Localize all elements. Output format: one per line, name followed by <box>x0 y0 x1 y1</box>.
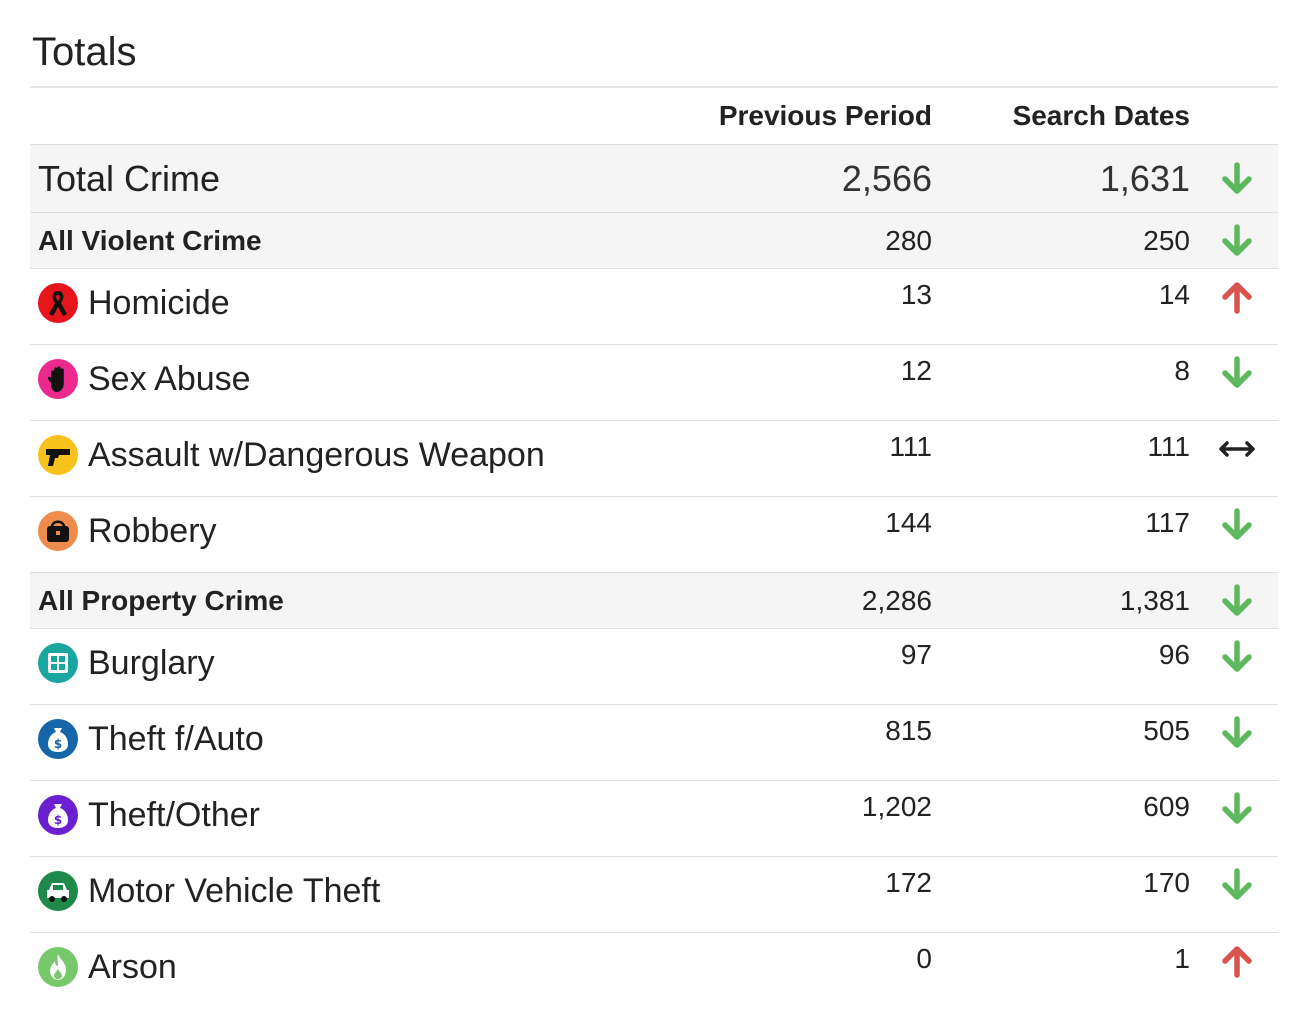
table-header: Previous Period Search Dates <box>30 88 1278 144</box>
previous-value: 280 <box>885 224 932 256</box>
svg-text:$: $ <box>54 813 62 827</box>
row-name: Homicide <box>88 283 230 322</box>
row-name: Theft/Other <box>88 795 260 834</box>
previous-value: 1,202 <box>861 791 932 822</box>
row-name: Motor Vehicle Theft <box>88 871 381 910</box>
crime-row-homicide: Homicide 13 14 <box>30 268 1278 344</box>
current-value: 170 <box>1143 867 1190 898</box>
row-name: All Property Crime <box>38 584 284 616</box>
trend-down-icon <box>1190 353 1278 393</box>
trend-down-icon <box>1190 221 1278 261</box>
previous-value: 111 <box>889 431 932 462</box>
trend-down-icon <box>1190 713 1278 753</box>
row-name: Robbery <box>88 511 217 550</box>
trend-up-icon <box>1190 277 1278 317</box>
trend-down-icon <box>1190 505 1278 545</box>
handbag-icon <box>38 511 78 551</box>
previous-value: 97 <box>900 639 932 670</box>
crime-row-motor-vehicle-theft: Motor Vehicle Theft 172 170 <box>30 856 1278 932</box>
previous-value: 12 <box>900 355 932 386</box>
current-value: 1,381 <box>1119 584 1190 616</box>
crime-row-arson: Arson 0 1 <box>30 932 1278 1012</box>
money-bag-icon: $ <box>38 719 78 759</box>
row-name-cell: Assault w/Dangerous Weapon <box>30 435 670 475</box>
total-crime-row: Total Crime 2,566 1,631 <box>30 144 1278 212</box>
previous-value: 172 <box>885 867 932 898</box>
current-value: 505 <box>1143 715 1190 746</box>
trend-same-icon <box>1190 429 1278 469</box>
house-icon <box>38 643 78 683</box>
current-value: 609 <box>1143 791 1190 822</box>
current-value: 14 <box>1158 279 1190 310</box>
row-name: Arson <box>88 947 177 986</box>
crime-row-theft-f-auto: $ Theft f/Auto 815 505 <box>30 704 1278 780</box>
row-name: Total Crime <box>38 157 221 199</box>
trend-down-icon <box>1190 159 1278 199</box>
trend-down-icon <box>1190 581 1278 621</box>
car-icon <box>38 871 78 911</box>
row-name-cell: Homicide <box>30 283 670 323</box>
flame-icon <box>38 947 78 987</box>
previous-value: 13 <box>900 279 932 310</box>
svg-text:$: $ <box>54 737 62 751</box>
row-name-cell: Motor Vehicle Theft <box>30 871 670 911</box>
header-previous-period: Previous Period <box>718 100 932 131</box>
previous-value: 2,286 <box>861 584 932 616</box>
crime-row-theft-other: $ Theft/Other 1,202 609 <box>30 780 1278 856</box>
crime-row-burglary: Burglary 97 96 <box>30 628 1278 704</box>
row-name: All Violent Crime <box>38 224 262 256</box>
current-value: 1 <box>1174 943 1190 974</box>
previous-value: 2,566 <box>841 157 932 199</box>
row-name: Assault w/Dangerous Weapon <box>88 435 545 474</box>
trend-up-icon <box>1190 941 1278 981</box>
current-value: 8 <box>1174 355 1190 386</box>
hand-icon <box>38 359 78 399</box>
crime-row-assault: Assault w/Dangerous Weapon 111 111 <box>30 420 1278 496</box>
totals-panel: Totals Previous Period Search Dates Tota… <box>30 0 1278 1012</box>
current-value: 117 <box>1145 507 1190 538</box>
panel-title: Totals <box>30 0 1278 88</box>
money-bag-icon: $ <box>38 795 78 835</box>
crime-row-sex-abuse: Sex Abuse 12 8 <box>30 344 1278 420</box>
row-name-cell: $ Theft/Other <box>30 795 670 835</box>
row-name-cell: Arson <box>30 947 670 987</box>
current-value: 250 <box>1143 224 1190 256</box>
row-name-cell: $ Theft f/Auto <box>30 719 670 759</box>
row-name-cell: Sex Abuse <box>30 359 670 399</box>
previous-value: 0 <box>916 943 932 974</box>
header-search-dates: Search Dates <box>1012 100 1190 131</box>
gun-icon <box>38 435 78 475</box>
trend-down-icon <box>1190 637 1278 677</box>
previous-value: 815 <box>885 715 932 746</box>
violent-crime-group-row: All Violent Crime 280 250 <box>30 212 1278 268</box>
property-crime-group-row: All Property Crime 2,286 1,381 <box>30 572 1278 628</box>
ribbon-icon <box>38 283 78 323</box>
previous-value: 144 <box>885 507 932 538</box>
trend-down-icon <box>1190 789 1278 829</box>
row-name: Sex Abuse <box>88 359 251 398</box>
current-value: 96 <box>1158 639 1190 670</box>
crime-row-robbery: Robbery 144 117 <box>30 496 1278 572</box>
current-value: 1,631 <box>1099 157 1190 199</box>
current-value: 111 <box>1147 431 1190 462</box>
row-name-cell: Burglary <box>30 643 670 683</box>
row-name: Theft f/Auto <box>88 719 264 758</box>
trend-down-icon <box>1190 865 1278 905</box>
row-name-cell: Robbery <box>30 511 670 551</box>
row-name: Burglary <box>88 643 215 682</box>
